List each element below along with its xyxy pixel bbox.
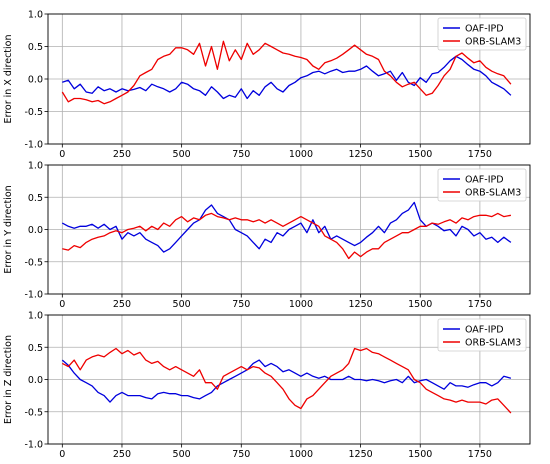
- series-line-orb-slam3: [61, 347, 512, 414]
- y-tick-label: 0.0: [28, 75, 43, 86]
- legend: OAF-IPD ORB-SLAM3: [437, 168, 527, 202]
- y-axis-label: Error in X direction: [3, 34, 14, 123]
- legend-box: [437, 168, 527, 202]
- x-tick-label: 1250: [348, 299, 372, 310]
- x-tick-label: 1000: [289, 149, 313, 160]
- y-tick-label: -1.0: [24, 440, 43, 451]
- x-tick-label: 0: [59, 449, 65, 460]
- legend-label: ORB-SLAM3: [465, 188, 521, 199]
- x-tick-label: 1750: [468, 299, 492, 310]
- y-tick-label: 1.0: [28, 161, 43, 172]
- x-tick-label: 750: [232, 299, 250, 310]
- legend-label: OAF-IPD: [465, 325, 504, 336]
- y-tick-label: -1.0: [24, 140, 43, 151]
- legend-label: ORB-SLAM3: [465, 37, 521, 48]
- series-line-oaf-ipd: [62, 55, 512, 100]
- legend: OAF-IPD ORB-SLAM3: [437, 17, 527, 51]
- x-tick-label: 1500: [408, 149, 432, 160]
- x-tick-label: 500: [173, 149, 191, 160]
- x-tick-label: 250: [113, 299, 131, 310]
- subplot-1: 0 250 500 750 1000 1250 1500 1750 -1.0 -0.5 0.0 0.5…: [3, 10, 531, 160]
- x-tick-label: 250: [113, 149, 131, 160]
- y-tick-label: -1.0: [24, 290, 43, 301]
- x-tick-label: 1500: [408, 449, 432, 460]
- y-tick-label: -0.5: [24, 257, 43, 268]
- x-tick-label: 1000: [289, 299, 313, 310]
- y-tick-label: 0.0: [28, 375, 43, 386]
- x-tick-label: 0: [59, 149, 65, 160]
- x-tick-label: 1250: [348, 149, 372, 160]
- x-tick-label: 0: [59, 299, 65, 310]
- legend-box: [437, 318, 527, 352]
- y-tick-label: 1.0: [28, 311, 43, 322]
- y-axis-label: Error in Y direction: [3, 185, 14, 273]
- y-tick-label: 0.5: [28, 193, 43, 204]
- x-tick-label: 1000: [289, 449, 313, 460]
- x-tick-label: 750: [232, 449, 250, 460]
- subplot-2: 0 250 500 750 1000 1250 1500 1750 -1.0 -0.5 0.0 0.5…: [3, 161, 531, 310]
- series-line-oaf-ipd: [61, 359, 512, 403]
- y-axis-label: Error in Z direction: [3, 335, 14, 424]
- x-tick-label: 1750: [468, 149, 492, 160]
- x-tick-label: 1500: [408, 299, 432, 310]
- legend-label: OAF-IPD: [465, 24, 504, 35]
- subplot-3: 0 250 500 750 1000 1250 1500 1750 -1.0 -0.5 0.0 0.5…: [3, 311, 531, 460]
- x-tick-label: 750: [232, 149, 250, 160]
- legend: OAF-IPD ORB-SLAM3: [437, 318, 527, 352]
- series-line-orb-slam3: [61, 40, 512, 105]
- x-tick-label: 500: [173, 449, 191, 460]
- y-tick-label: -0.5: [24, 407, 43, 418]
- x-tick-label: 500: [173, 299, 191, 310]
- x-tick-label: 1750: [468, 449, 492, 460]
- legend-label: ORB-SLAM3: [465, 338, 521, 349]
- x-tick-label: 1250: [348, 449, 372, 460]
- y-tick-label: -0.5: [24, 107, 43, 118]
- y-tick-label: 1.0: [28, 10, 43, 21]
- y-tick-label: 0.5: [28, 343, 43, 354]
- y-tick-label: 0.5: [28, 42, 43, 53]
- legend-label: OAF-IPD: [465, 175, 504, 186]
- series-line-orb-slam3: [62, 212, 512, 260]
- x-tick-label: 250: [113, 449, 131, 460]
- legend-box: [437, 17, 527, 51]
- y-tick-label: 0.0: [28, 225, 43, 236]
- series-line-oaf-ipd: [61, 201, 512, 253]
